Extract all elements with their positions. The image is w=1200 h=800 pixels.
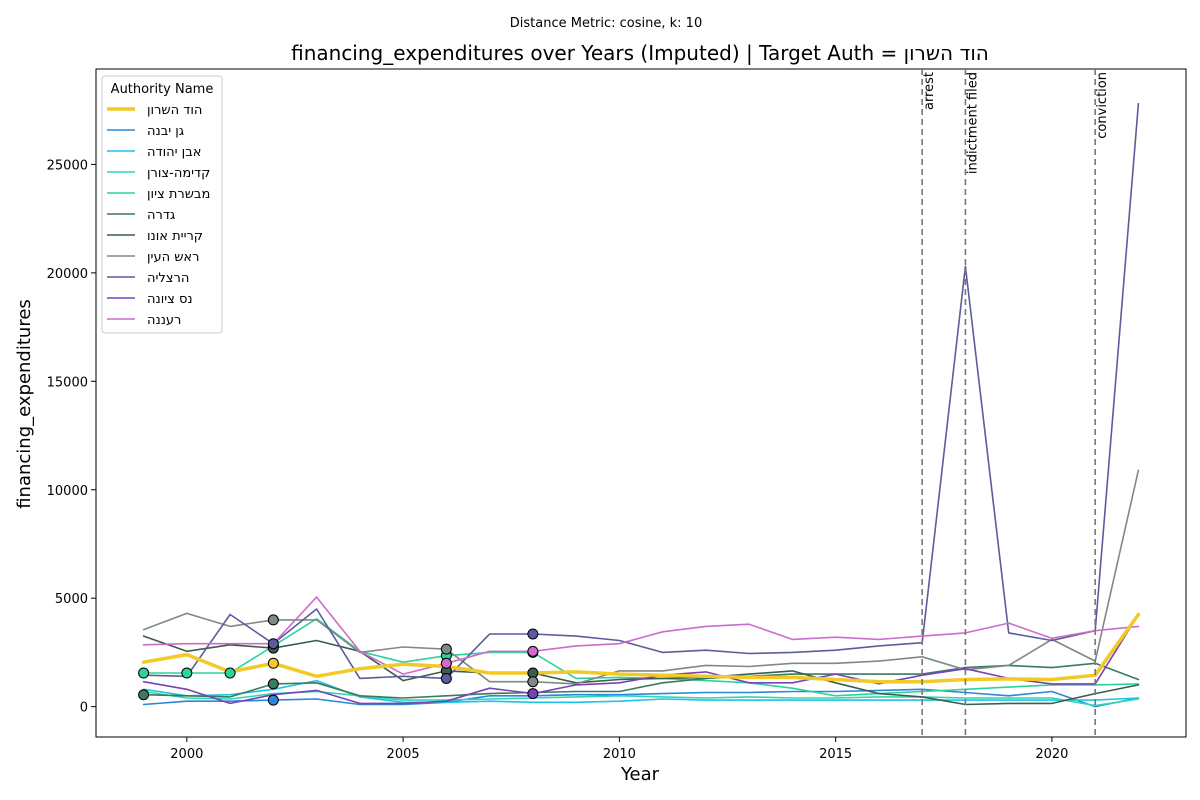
legend-entry: ראש העין bbox=[147, 250, 199, 265]
y-tick-label: 5000 bbox=[55, 592, 88, 607]
imputed-point bbox=[527, 628, 539, 640]
event-label: indictment filed bbox=[965, 72, 980, 174]
legend-entry: נס ציונה bbox=[147, 292, 193, 307]
legend-entry: רעננה bbox=[147, 313, 181, 328]
x-tick-label: 2010 bbox=[603, 747, 636, 762]
chart-title: financing_expenditures over Years (Imput… bbox=[291, 41, 989, 65]
imputed-point bbox=[440, 657, 452, 669]
x-axis-label: Year bbox=[620, 764, 660, 785]
imputed-point bbox=[138, 667, 150, 679]
series-line bbox=[142, 662, 1140, 699]
legend-entry: מבשרת ציון bbox=[147, 187, 210, 202]
legend-title: Authority Name bbox=[111, 82, 214, 97]
legend-entry: קדימה-צורן bbox=[147, 166, 210, 181]
x-tick-label: 2000 bbox=[170, 747, 203, 762]
series-line bbox=[142, 613, 1140, 705]
chart-suptitle: Distance Metric: cosine, k: 10 bbox=[510, 16, 702, 31]
legend-entry: אבן יהודה bbox=[147, 145, 201, 160]
y-tick-label: 25000 bbox=[47, 158, 88, 173]
series-line bbox=[142, 688, 1140, 708]
series-line bbox=[141, 612, 1141, 684]
imputed-point bbox=[267, 694, 279, 706]
series-line bbox=[142, 469, 1140, 685]
legend-entry: קריית אונו bbox=[147, 229, 203, 244]
series-line bbox=[142, 102, 1140, 680]
legend-entry: גדרה bbox=[147, 208, 175, 223]
series-line bbox=[142, 596, 1140, 675]
imputed-point bbox=[267, 638, 279, 650]
y-tick-label: 0 bbox=[80, 701, 88, 716]
x-tick-label: 2020 bbox=[1035, 747, 1068, 762]
imputed-point bbox=[267, 614, 279, 626]
y-tick-label: 10000 bbox=[47, 484, 88, 499]
x-tick-label: 2005 bbox=[387, 747, 420, 762]
event-label: arrest bbox=[922, 72, 937, 110]
x-tick-label: 2015 bbox=[819, 747, 852, 762]
event-label: conviction bbox=[1095, 72, 1110, 139]
imputed-point bbox=[267, 678, 279, 690]
imputed-point bbox=[527, 645, 539, 657]
legend-entry: הוד השרון bbox=[147, 103, 202, 118]
imputed-point bbox=[440, 672, 452, 684]
imputed-point bbox=[527, 676, 539, 688]
imputed-point bbox=[267, 657, 279, 669]
y-tick-label: 15000 bbox=[47, 375, 88, 390]
y-tick-label: 20000 bbox=[47, 267, 88, 282]
imputed-point bbox=[224, 667, 236, 679]
plot-area: 2000 2005 2010 2015 2020 0 5000 10000 15000 20000… bbox=[47, 68, 1187, 762]
legend: Authority Name הוד השרון גן יבנה אבן יהודה ק… bbox=[101, 75, 223, 334]
imputed-point bbox=[440, 643, 452, 655]
imputed-point bbox=[138, 689, 150, 701]
series-line bbox=[142, 679, 1140, 704]
y-axis-label: financing_expenditures bbox=[14, 299, 35, 509]
legend-entry: הרצליה bbox=[147, 271, 189, 286]
legend-entry: גן יבנה bbox=[147, 124, 184, 139]
imputed-point bbox=[181, 667, 193, 679]
legend-box bbox=[101, 75, 223, 334]
series-line bbox=[142, 617, 1140, 697]
axes-frame bbox=[95, 68, 1187, 738]
imputed-point bbox=[527, 688, 539, 700]
